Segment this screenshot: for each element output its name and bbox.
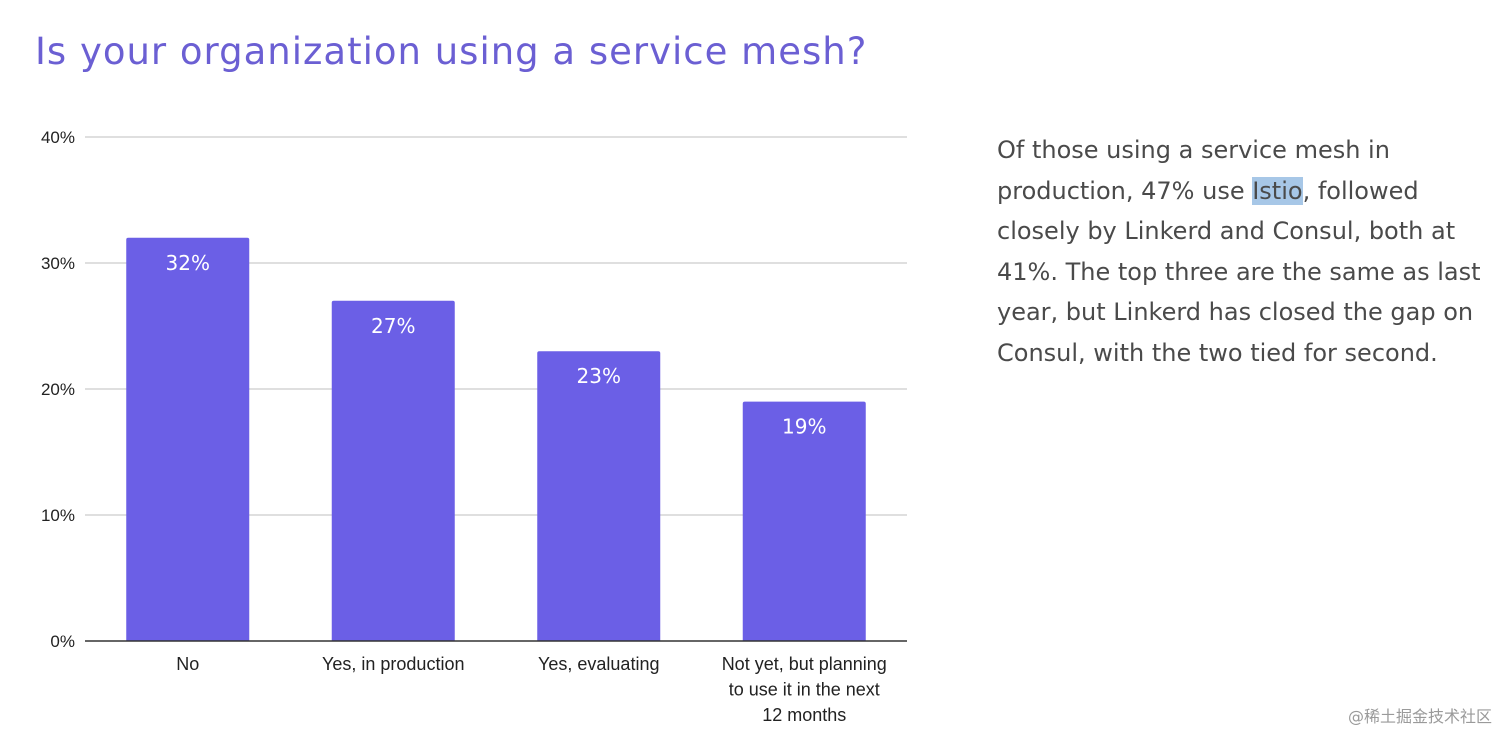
x-tick-label: to use it in the next <box>729 680 880 700</box>
y-tick-label: 20% <box>41 380 75 399</box>
data-label: 19% <box>782 415 826 439</box>
x-tick-label: Not yet, but planning <box>722 654 887 674</box>
x-tick-label: Yes, in production <box>322 654 464 674</box>
chart-title: Is your organization using a service mes… <box>35 30 868 73</box>
highlighted-term: Istio <box>1252 176 1303 205</box>
data-labels: 32% 27% 23% 19% <box>166 251 827 439</box>
y-tick-label: 40% <box>41 128 75 147</box>
bar <box>126 237 250 642</box>
summary-text-after: , followed closely by Linkerd and Consul… <box>997 176 1481 367</box>
y-tick-label: 10% <box>41 506 75 525</box>
bar <box>537 351 661 641</box>
x-tick-label: Yes, evaluating <box>538 654 659 674</box>
watermark: @稀土掘金技术社区 <box>1347 707 1492 726</box>
bar <box>742 401 866 641</box>
y-tick-label: 30% <box>41 254 75 273</box>
y-tick-label: 0% <box>50 632 75 651</box>
bars <box>126 237 866 642</box>
x-tick-label: 12 months <box>762 705 846 725</box>
x-tick-label: No <box>176 654 199 674</box>
bar <box>331 300 455 641</box>
data-label: 32% <box>166 251 210 275</box>
bar-chart: 0% 10% 20% 30% 40% 32% 27% 23% 19% No Yes, in pr… <box>41 128 907 725</box>
data-label: 27% <box>371 314 415 338</box>
y-axis-ticks: 0% 10% 20% 30% 40% <box>41 128 75 651</box>
data-label: 23% <box>577 364 621 388</box>
summary-text-before: Of those using a service mesh in product… <box>997 136 1390 205</box>
x-axis-ticks: No Yes, in production Yes, evaluating Not y… <box>176 654 887 725</box>
summary-paragraph: Of those using a service mesh in product… <box>997 130 1507 373</box>
